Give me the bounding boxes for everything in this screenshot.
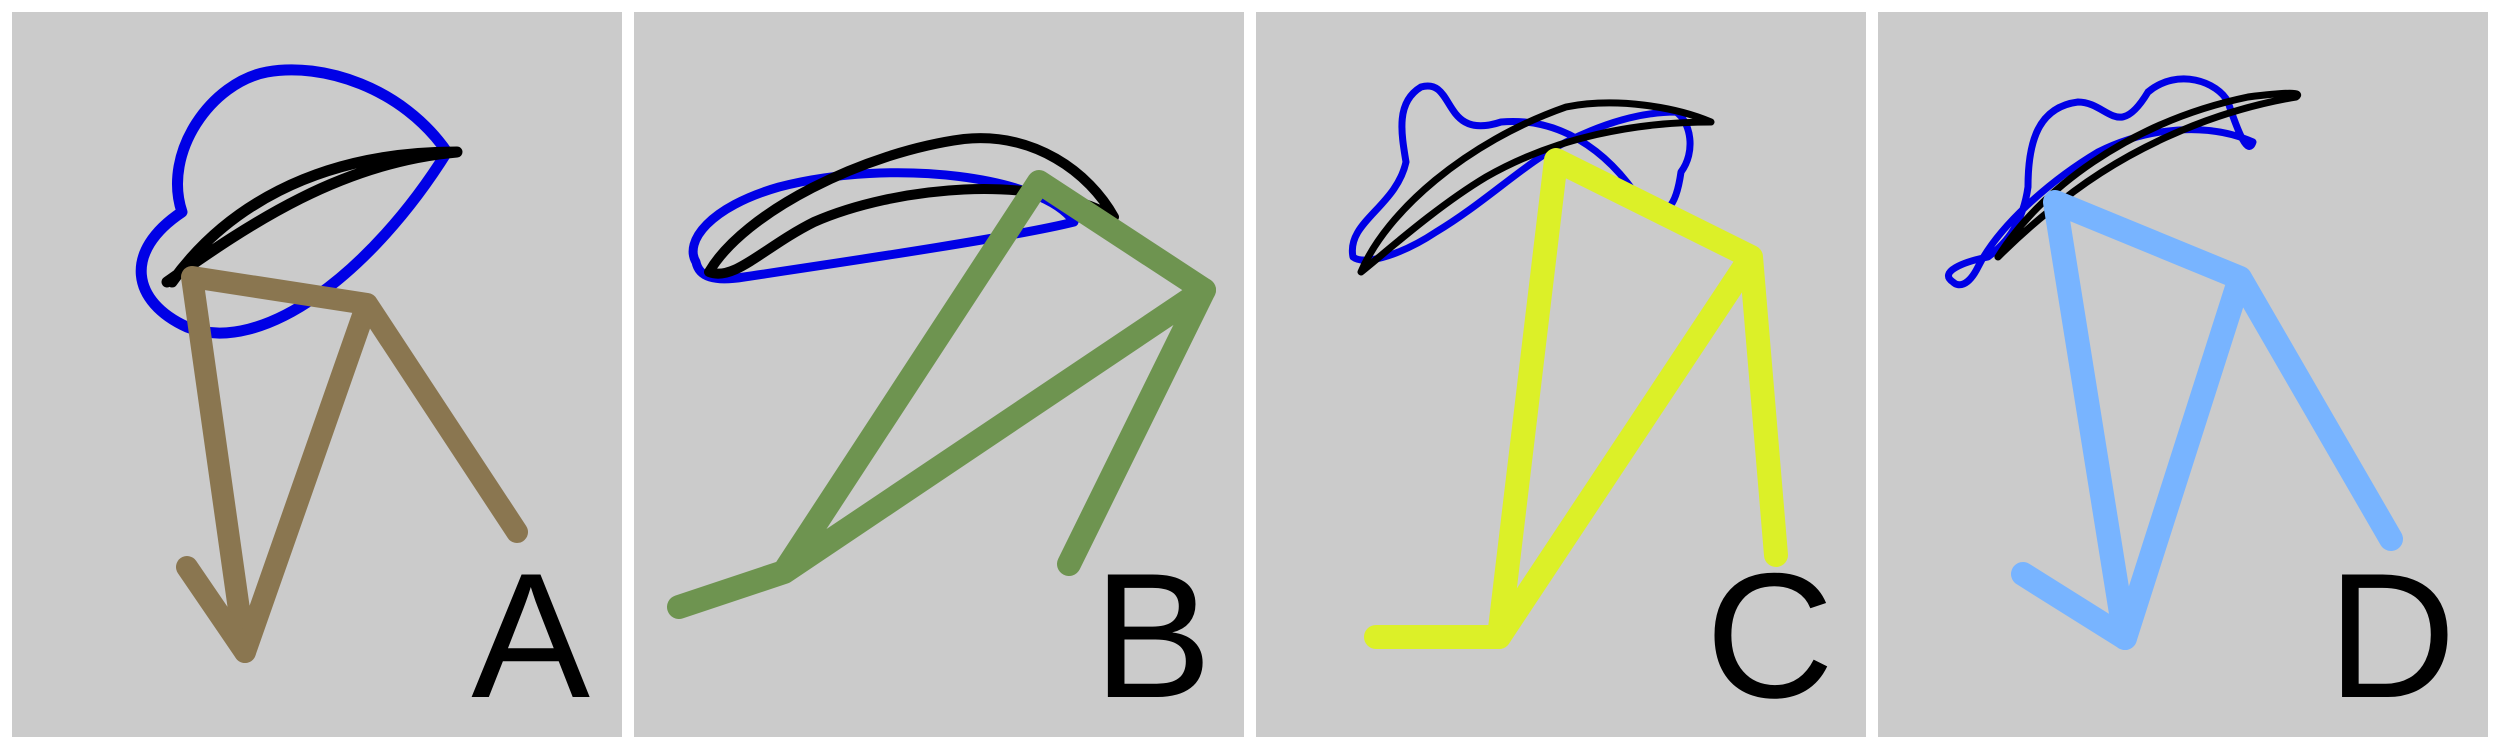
panel-d-label: D: [2327, 536, 2456, 735]
panel-c: C: [1256, 12, 1866, 737]
panel-d-blue-curve: [1944, 75, 2257, 289]
panel-c-black-curve: [1357, 99, 1715, 276]
panel-b-arrowhead: [1057, 278, 1216, 576]
panel-a-arrowhead: [176, 556, 256, 663]
panel-d-drawing: [1944, 75, 2403, 650]
panel-a-black-curve: [161, 146, 463, 288]
panel-c-label: C: [1705, 536, 1834, 735]
panel-a: A: [12, 12, 622, 737]
panel-b-drawing: [667, 133, 1216, 619]
panel-a-label: A: [471, 536, 590, 735]
panel-b: B: [634, 12, 1244, 737]
panel-c-drawing: [1348, 82, 1788, 649]
panel-a-drawing: [135, 64, 528, 663]
panel-b-arrow-stroke: [667, 170, 1216, 619]
panel-b-label: B: [1093, 536, 1212, 735]
panel-d: D: [1878, 12, 2488, 737]
panel-a-blue-curve: [135, 64, 453, 339]
panel-d-arrowhead: [2011, 562, 2137, 650]
